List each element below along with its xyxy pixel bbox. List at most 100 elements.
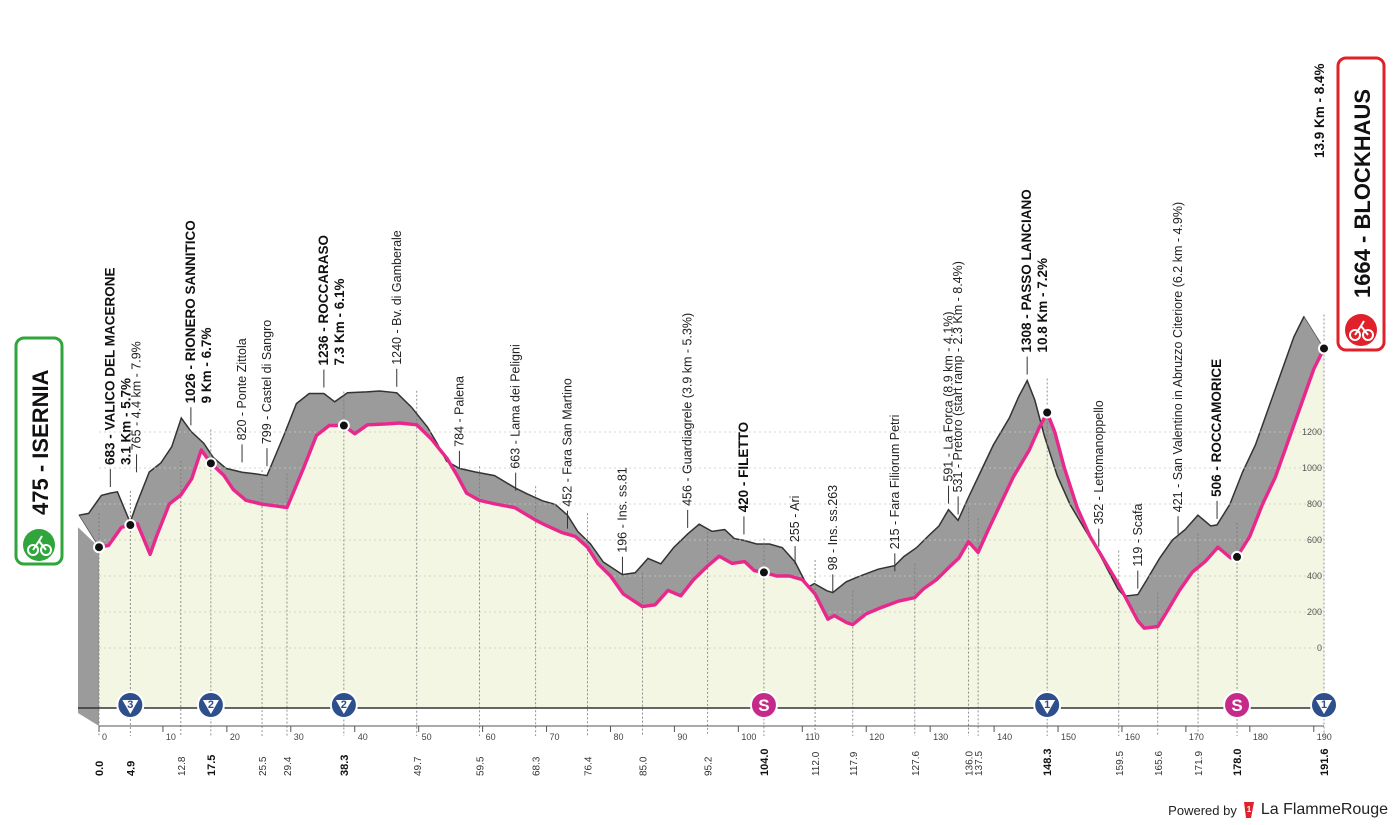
distance-tick-label: 40 (358, 732, 368, 742)
profile-side-wall (78, 527, 99, 726)
waypoint-label: 456 - Guardiagrele (3.9 km - 5.3%) (681, 313, 695, 506)
waypoint-dot (757, 566, 770, 579)
brand-text: La FlammeRouge (1260, 801, 1388, 818)
waypoint-dot (124, 519, 137, 532)
km-marker-label: 117.9 (849, 751, 860, 776)
kom-triangle-icon (1039, 700, 1056, 714)
kom-category-label: 3 (127, 699, 133, 711)
waypoint-label: 215 - Fara Filiorum Petri (888, 415, 902, 550)
waypoint-climb-label: 10.8 Km - 7.2% (1035, 258, 1050, 353)
km-marker-label: 178.0 (1232, 748, 1244, 776)
altitude-tick-label: 600 (1307, 535, 1322, 545)
km-marker-label: 159.5 (1115, 751, 1126, 776)
finish-label: 1664 - BLOCKHAUS (1350, 89, 1375, 298)
waypoint-label: 820 - Ponte Zittola (235, 338, 249, 440)
kom-triangle-icon (202, 700, 219, 714)
distance-tick-label: 130 (933, 732, 948, 742)
km-marker-label: 165.6 (1154, 751, 1165, 776)
waypoint-label: 1236 - ROCCARASO (316, 235, 331, 366)
distance-tick-label: 150 (1061, 732, 1076, 742)
waypoint-label: 452 - Fara San Martino (560, 378, 574, 507)
waypoint-label: 683 - VALICO DEL MACERONE (102, 268, 117, 466)
powered-by-footer: Powered by 1 La FlammeRouge (1168, 801, 1388, 819)
kom-triangle-icon (1316, 700, 1332, 714)
finish-bike-icon (1345, 314, 1377, 346)
waypoint-climb-label: 9 Km - 6.7% (199, 328, 214, 404)
waypoint-dot (1041, 406, 1054, 419)
altitude-tick-label: 1000 (1302, 463, 1322, 473)
km-marker-label: 59.5 (475, 756, 486, 776)
distance-tick-label: 190 (1317, 732, 1332, 742)
waypoint-dot (337, 419, 350, 432)
altitude-tick-label: 800 (1307, 499, 1322, 509)
waypoint-dot (1318, 342, 1330, 355)
km-marker-label: 112.0 (811, 751, 822, 776)
waypoint-label: 119 - Scafa (1131, 504, 1145, 567)
start-panel (14, 336, 64, 566)
km-marker-label: 49.7 (413, 756, 424, 776)
km-marker-label: 85.0 (638, 756, 649, 776)
start-bike-wheel-icon (27, 544, 39, 556)
waypoint-label: 352 - Lettomanoppello (1092, 400, 1106, 524)
km-marker-label: 17.5 (206, 755, 218, 776)
kom-category-label: 2 (341, 699, 347, 711)
altitude-tick-label: 400 (1307, 571, 1322, 581)
km-marker-label: 68.3 (532, 756, 543, 776)
sprint-badge (749, 691, 778, 719)
waypoint-label: 506 - ROCCAMORICE (1209, 359, 1224, 497)
distance-tick-label: 30 (294, 732, 304, 742)
distance-tick-label: 90 (677, 732, 687, 742)
distance-tick-label: 120 (869, 732, 884, 742)
distance-tick-label: 170 (1189, 732, 1204, 742)
waypoint-label: 1308 - PASSO LANCIANO (1019, 189, 1034, 352)
waypoint-dot (204, 457, 217, 470)
sprint-label: S (1231, 696, 1242, 715)
profile-ridge-line (78, 316, 1305, 597)
km-marker-label: 95.2 (704, 756, 715, 776)
altitude-tick-label: 200 (1307, 607, 1322, 617)
distance-tick-label: 70 (550, 732, 560, 742)
distance-tick-label: 20 (230, 732, 240, 742)
powered-by-text: Powered by (1168, 802, 1237, 818)
finish-bike-wheel-icon (1349, 329, 1361, 341)
km-marker-label: 4.9 (125, 761, 137, 776)
distance-tick-label: 180 (1253, 732, 1268, 742)
distance-tick-label: 110 (805, 732, 819, 742)
km-marker-label: 0.0 (94, 761, 106, 776)
kom-triangle-icon (335, 700, 352, 714)
start-label: 475 - ISERNIA (28, 369, 53, 515)
kom-category-label: 1 (1321, 699, 1327, 711)
waypoint-label: 765 - 4.4 km - 7.9% (130, 341, 144, 450)
road-profile-line (98, 347, 1326, 630)
waypoint-label: 663 - Lama dei Peligni (509, 344, 523, 468)
distance-tick-label: 0 (102, 732, 107, 742)
km-marker-label: 191.6 (1319, 748, 1331, 776)
km-marker-label: 38.3 (339, 755, 351, 776)
finish-bike-wheel-icon (1362, 329, 1374, 341)
waypoint-label: 1240 - Bv. di Gamberale (390, 230, 404, 365)
distance-tick-label: 140 (997, 732, 1012, 742)
altitude-tick-label: 1200 (1302, 427, 1322, 437)
waypoint-label: 1026 - RIONERO SANNITICO (183, 220, 198, 403)
km-marker-label: 76.4 (583, 756, 594, 776)
profile-area (99, 348, 1324, 708)
waypoint-climb-label: 3.1 Km - 5.7% (118, 378, 133, 465)
km-marker-label: 127.6 (911, 751, 922, 776)
km-marker-label: 148.3 (1042, 748, 1054, 776)
distance-tick-label: 80 (613, 732, 623, 742)
sprint-label: S (758, 696, 769, 715)
waypoint-label: 420 - FILETTO (736, 422, 751, 513)
distance-tick-label: 160 (1125, 732, 1140, 742)
finish-climb-label: 13.9 Km - 8.4% (1312, 63, 1327, 158)
km-marker-label: 29.4 (283, 756, 294, 776)
start-bike-icon (23, 529, 55, 561)
start-bike-wheel-icon (40, 544, 52, 556)
kom-triangle-icon (122, 700, 139, 714)
waypoint-dot (93, 541, 105, 554)
kom-category-label: 2 (208, 699, 214, 711)
waypoint-label: 98 - Ins. ss.263 (826, 485, 840, 571)
finish-bike-frame-icon (1354, 320, 1369, 336)
waypoint-label: 421 - San Valentino in Abruzzo Citeriore… (1171, 202, 1185, 512)
altitude-tick-label: 0 (1317, 643, 1322, 653)
